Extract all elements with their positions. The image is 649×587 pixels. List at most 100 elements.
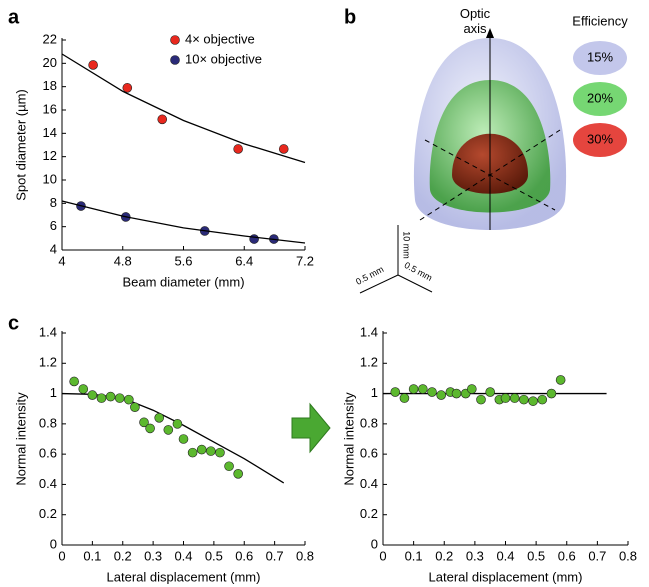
panel-label: c <box>8 312 19 334</box>
y-tick-label: 18 <box>43 78 57 93</box>
x-tick-label: 0.7 <box>266 548 284 563</box>
y-tick-label: 16 <box>43 101 57 116</box>
illustration: 10 mm 0.5 mm 0.5 mm Optic axis Efficienc… <box>354 6 628 294</box>
x-tick-label: 6.4 <box>235 253 253 268</box>
x-tick-label: 0.5 <box>205 548 223 563</box>
x-tick-label: 0.4 <box>174 548 192 563</box>
x-tick-label: 0.8 <box>619 548 637 563</box>
x-axis-label: Lateral displacement (mm) <box>429 569 583 584</box>
x-tick-label: 0.2 <box>435 548 453 563</box>
point <box>145 423 155 434</box>
point <box>427 387 437 397</box>
y-axis-label: Normal intensity <box>13 392 28 486</box>
x-tick-label: 0.5 <box>527 548 545 563</box>
point <box>206 446 216 456</box>
point <box>124 394 134 405</box>
y-tick-label: 4 <box>50 241 57 256</box>
point <box>178 434 189 444</box>
point <box>546 388 557 399</box>
point <box>122 83 133 93</box>
axis-label-box: Optic axis <box>460 6 490 36</box>
x-tick-label: 0.4 <box>496 548 514 563</box>
point <box>157 114 168 125</box>
x-tick-label: 4 <box>58 253 65 268</box>
y-tick-label: 0.8 <box>360 415 378 430</box>
x-tick-label: 0.3 <box>144 548 162 563</box>
y-tick-label: 0.6 <box>39 446 57 461</box>
y-tick-label: 0.4 <box>39 476 57 491</box>
y-tick-label: 14 <box>43 125 57 140</box>
panel-label: a <box>8 6 20 28</box>
legend-label: 10× objective <box>185 51 262 66</box>
legend-marker <box>170 35 180 45</box>
legend-marker <box>170 55 180 65</box>
x-tick-label: 0.1 <box>405 548 423 563</box>
point <box>154 412 164 423</box>
y-axis-label: Spot diameter (µm) <box>13 89 28 201</box>
point <box>509 393 520 403</box>
x-tick-label: 4.8 <box>114 253 132 268</box>
legend-label: 30% <box>587 131 613 146</box>
legend-label: 4× objective <box>185 31 255 46</box>
y-tick-label: 1.4 <box>39 324 57 339</box>
legend: 15% 20% 30% <box>573 41 627 157</box>
y-tick-label: 0.8 <box>39 415 57 430</box>
point <box>172 419 183 429</box>
y-tick-label: 1.4 <box>360 324 378 339</box>
point <box>528 396 538 406</box>
point <box>555 375 566 385</box>
point <box>88 60 98 70</box>
point <box>78 384 89 394</box>
point <box>467 384 477 394</box>
x-axis-label: Lateral displacement (mm) <box>107 569 261 584</box>
point <box>233 144 243 154</box>
point <box>163 425 174 435</box>
x-axis-label: Beam diameter (mm) <box>122 274 244 289</box>
x-tick-label: 5.6 <box>174 253 192 268</box>
y-tick-label: 8 <box>50 195 57 210</box>
point <box>436 390 446 400</box>
x-tick-label: 0 <box>379 548 386 563</box>
fit-line <box>61 53 306 164</box>
scale-label: 10 mm <box>402 231 412 259</box>
x-tick-label: 0.8 <box>296 548 314 563</box>
y-tick-label: 6 <box>50 218 57 233</box>
y-tick-label: 20 <box>43 55 57 70</box>
y-tick-label: 22 <box>43 31 57 46</box>
point <box>500 393 511 403</box>
y-tick-label: 0.4 <box>360 476 378 491</box>
point <box>408 384 419 394</box>
y-tick-label: 0 <box>371 536 378 551</box>
x-tick-label: 0 <box>58 548 65 563</box>
point <box>87 390 98 400</box>
arrow <box>291 402 331 454</box>
point <box>519 394 529 405</box>
point <box>249 234 259 244</box>
y-tick-label: 1 <box>371 385 378 400</box>
point <box>196 444 207 455</box>
point <box>418 384 428 394</box>
x-tick-label: 0.6 <box>558 548 576 563</box>
point <box>130 402 140 413</box>
scale-bar <box>397 274 433 293</box>
y-tick-label: 1.2 <box>360 355 378 370</box>
x-tick-label: 0.3 <box>466 548 484 563</box>
y-tick-label: 0.2 <box>39 506 57 521</box>
y-tick-label: 0.2 <box>360 506 378 521</box>
x-tick-label: 7.2 <box>296 253 314 268</box>
point <box>224 461 234 472</box>
y-tick-label: 10 <box>43 171 57 186</box>
point <box>399 393 410 403</box>
point <box>96 393 107 403</box>
point <box>114 393 125 403</box>
y-tick-label: 1 <box>50 385 57 400</box>
point <box>105 391 116 402</box>
x-tick-label: 0.2 <box>114 548 132 563</box>
legend-title: Efficiency <box>572 13 628 28</box>
scale-bar <box>359 274 399 294</box>
legend-swatch <box>573 123 627 157</box>
point <box>476 394 486 405</box>
point <box>390 387 401 397</box>
